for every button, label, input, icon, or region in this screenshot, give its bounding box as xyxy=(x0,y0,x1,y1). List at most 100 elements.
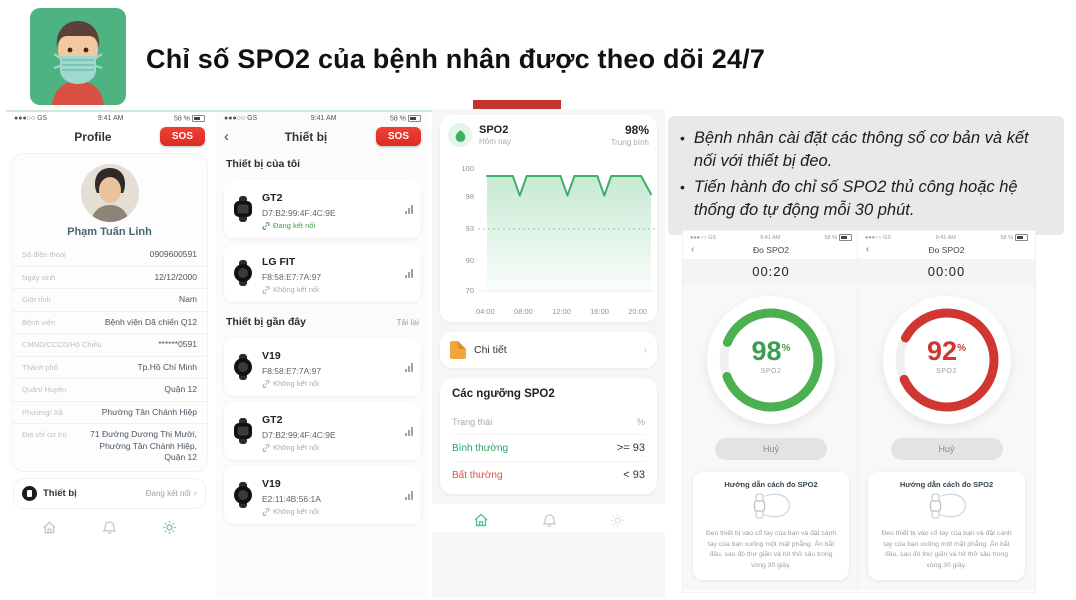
profile-screen: ●●●○○ GS 9:41 AM 58 % Profile SOS Phạm T… xyxy=(6,112,213,598)
smartwatch-icon xyxy=(234,196,252,223)
spo2-area xyxy=(487,176,651,291)
masked-patient-avatar xyxy=(30,8,126,105)
nav-settings-icon[interactable] xyxy=(162,520,177,535)
signal-icon xyxy=(405,426,413,436)
link-icon xyxy=(262,507,270,516)
carrier-indicator: ●●●○○ GS xyxy=(690,234,717,241)
decorative-divider xyxy=(6,110,665,112)
screen-title: Thiết bị xyxy=(284,129,328,144)
screen-title: Đo SPO2 xyxy=(928,245,965,255)
y-tick: 98 xyxy=(465,192,474,201)
carrier-indicator: ●●●○○ GS xyxy=(224,115,258,123)
clock: 9:41 AM xyxy=(310,115,337,123)
spo2-value: 98 xyxy=(751,336,782,366)
measure-timer: 00:00 xyxy=(858,259,1035,284)
sos-button[interactable]: SOS xyxy=(159,127,205,147)
device-link-row[interactable]: Thiết bị Đang kết nối › xyxy=(14,478,205,508)
spo2-gauge: 98% SPO2 xyxy=(707,296,835,424)
nav-home-icon[interactable] xyxy=(42,520,57,535)
metric-label: SPO2 xyxy=(936,368,957,375)
profile-field-ward: Phường/ Xã Phường Tân Chánh Hiệp xyxy=(12,402,207,425)
nav-settings-icon[interactable] xyxy=(610,513,625,528)
battery-percent: 58 % xyxy=(1000,234,1013,241)
sos-button[interactable]: SOS xyxy=(375,127,421,147)
clock: 9:41 AM xyxy=(97,115,124,123)
patient-name: Phạm Tuấn Linh xyxy=(67,226,152,239)
battery-icon xyxy=(408,115,421,122)
smartwatch-icon xyxy=(234,260,252,287)
link-icon xyxy=(262,221,270,230)
thresholds-card: Các ngưỡng SPO2 Trạng thái% Bình thường >… xyxy=(440,378,657,494)
spo2-line xyxy=(486,175,652,197)
gauge-area: 98% SPO2 Huỷ Hướng dẫn cách đo SPO2 Đeo … xyxy=(683,284,859,591)
measure-screen-normal: ●●●○○ GS 9:41 AM 58 % ‹ Đo SPO2 00:20 98… xyxy=(683,231,859,592)
profile-field-district: Quận/ Huyện Quận 12 xyxy=(12,379,207,402)
nav-home-icon[interactable] xyxy=(473,512,489,528)
device-card[interactable]: V19 E2:11:4B:56:1A Không kết nối xyxy=(224,466,421,525)
wrist-watch-illustration xyxy=(929,493,966,519)
carrier-indicator: ●●●○○ GS xyxy=(14,115,48,123)
back-icon[interactable]: ‹ xyxy=(866,244,870,255)
nav-bell-icon[interactable] xyxy=(102,520,117,535)
profile-card: Phạm Tuấn Linh Số điện thoại 0909600591 N… xyxy=(12,154,207,471)
thresholds-header-row: Trạng thái% xyxy=(452,410,645,435)
battery-icon xyxy=(839,234,852,241)
guide-text: Đeo thiết bị vào cổ tay của bạn và đặt c… xyxy=(881,530,1012,569)
card-title: SPO2 xyxy=(479,124,509,136)
smartwatch-icon xyxy=(234,482,252,509)
reload-link[interactable]: Tải lại xyxy=(396,317,419,328)
spo2-gauge: 92% SPO2 xyxy=(882,296,1011,424)
device-card[interactable]: GT2 D7:B2:99:4F:4C:9E Đang kết nối xyxy=(224,180,421,239)
average-value: 98% xyxy=(624,123,649,137)
profile-field-phone: Số điện thoại 0909600591 xyxy=(12,244,207,267)
gauge-area: 92% SPO2 Huỷ Hướng dẫn cách đo SPO2 Đeo … xyxy=(858,284,1035,591)
y-tick: 93 xyxy=(465,224,474,233)
status-bar: ●●●○○ GS 9:41 AM 58 % xyxy=(216,112,429,123)
page-title: Chỉ số SPO2 của bệnh nhân được theo dõi … xyxy=(146,44,766,74)
connection-status: Đang kết nối xyxy=(145,488,191,498)
metric-label: SPO2 xyxy=(760,368,782,375)
device-card[interactable]: GT2 D7:B2:99:4F:4C:9E Không kết nối xyxy=(224,402,421,461)
screen-title: Profile xyxy=(74,129,112,144)
nav-bell-icon[interactable] xyxy=(541,513,557,528)
battery-percent: 58 % xyxy=(174,115,190,123)
guide-title: Hướng dẫn cách đo SPO2 xyxy=(899,480,994,489)
card-subtitle: Hôm nay xyxy=(479,137,512,146)
clock: 9:41 AM xyxy=(760,234,781,241)
signal-icon xyxy=(405,362,413,372)
y-tick: 70 xyxy=(465,286,474,295)
device-card[interactable]: V19 F8:58:E7:7A:97 Không kết nối xyxy=(224,338,421,397)
thresholds-title: Các ngưỡng SPO2 xyxy=(452,388,555,400)
x-axis: 04:00 08:00 12:00 16:00 20:00 xyxy=(476,307,647,316)
measure-guide-card: Hướng dẫn cách đo SPO2 Đeo thiết bị vào … xyxy=(693,472,849,581)
chevron-right-icon: › xyxy=(193,487,197,499)
smartwatch-icon xyxy=(234,418,252,445)
bullet-item: • Bệnh nhân cài đặt các thông số cơ bản v… xyxy=(680,127,1050,174)
guide-title: Hướng dẫn cách đo SPO2 xyxy=(724,480,818,489)
y-tick: 100 xyxy=(461,164,474,173)
cancel-button[interactable]: Huỷ xyxy=(890,438,1003,460)
wrist-watch-illustration xyxy=(753,493,790,519)
threshold-normal-row: Bình thường >= 93 xyxy=(452,435,645,462)
document-icon xyxy=(450,341,466,359)
profile-field-id: CMND/CCCD/Hộ Chiếu ******0591 xyxy=(12,334,207,357)
link-icon xyxy=(262,285,270,294)
link-icon xyxy=(262,443,270,452)
profile-field-hospital: Bệnh viện Bệnh viện Dã chiến Q12 xyxy=(12,312,207,335)
spo2-icon xyxy=(448,123,472,147)
battery-percent: 58 % xyxy=(390,115,406,123)
back-icon[interactable]: ‹ xyxy=(691,244,695,255)
spo2-value: 92 xyxy=(927,336,958,366)
detail-row[interactable]: Chi tiết › xyxy=(440,332,657,368)
profile-field-city: Thành phố Tp.Hồ Chí Minh xyxy=(12,357,207,380)
back-icon[interactable]: ‹ xyxy=(224,128,229,146)
bullet-item: • Tiến hành đo chỉ số SPO2 thủ công hoặc … xyxy=(680,176,1050,223)
signal-icon xyxy=(405,204,413,214)
signal-icon xyxy=(405,490,413,500)
device-card[interactable]: LG FIT F8:58:E7:7A:97 Không kết nối xyxy=(224,244,421,303)
profile-field-dob: Ngày sinh 12/12/2000 xyxy=(12,267,207,290)
measure-screen-abnormal: ●●●○○ GS 9:41 AM 58 % ‹ Đo SPO2 00:00 92… xyxy=(858,231,1035,592)
chevron-right-icon: › xyxy=(643,344,647,356)
cancel-button[interactable]: Huỷ xyxy=(715,438,827,460)
